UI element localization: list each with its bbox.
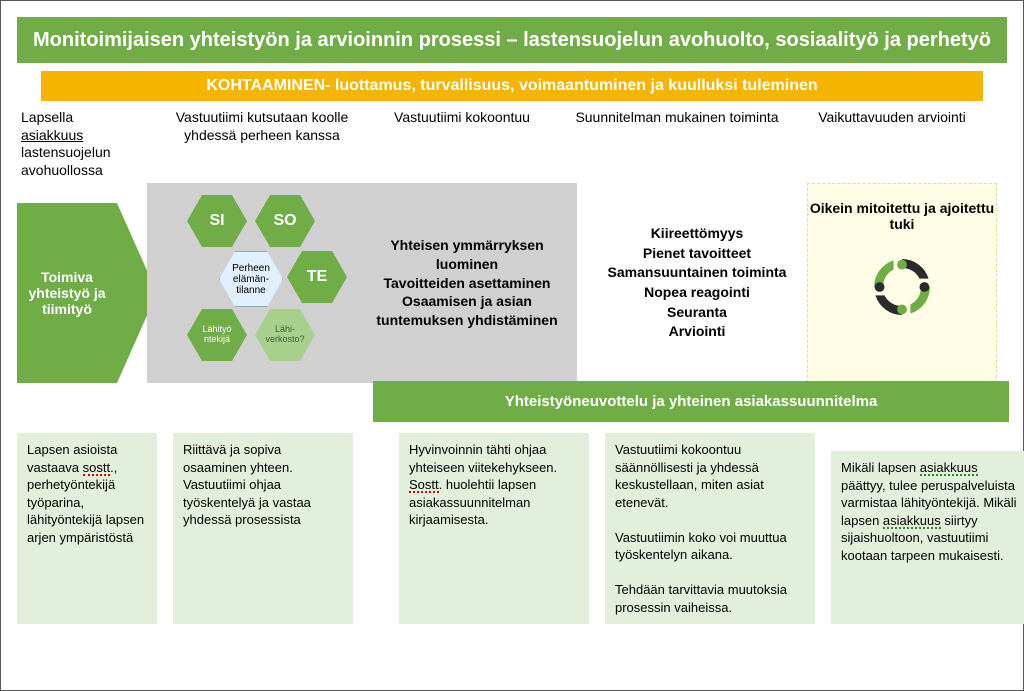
col1-line2: asiakkuus	[21, 127, 83, 143]
note-3: Hyvinvoinnin tähti ohjaa yhteiseen viite…	[399, 433, 589, 624]
col-head-2: Vastuutiimi kutsutaan koolle yhdessä per…	[162, 109, 362, 179]
cycle-icon	[867, 252, 937, 322]
arrow-box: Toimiva yhteistyö ja tiimityö	[17, 203, 147, 383]
plan-column: KiireettömyysPienet tavoitteetSamansuunt…	[587, 183, 807, 383]
col-head-3: Vastuutiimi kokoontuu	[362, 109, 562, 179]
hex-si: SI	[187, 195, 247, 247]
hex-lahiverkosto: Lähi-verkosto?	[255, 309, 315, 361]
hexagon-cluster: SI SO Perheen elämän-tilanne TE Lähityö …	[147, 183, 357, 383]
green-banner: Yhteistyöneuvottelu ja yhteinen asiakass…	[373, 381, 1009, 422]
hex-te: TE	[287, 251, 347, 303]
grey-panel: SI SO Perheen elämän-tilanne TE Lähityö …	[147, 183, 577, 383]
subtitle-bar: KOHTAAMINEN- luottamus, turvallisuus, vo…	[41, 71, 983, 101]
arrow-label: Toimiva yhteistyö ja tiimityö	[17, 203, 117, 383]
impact-column: Oikein mitoitettu ja ajoitettu tuki	[807, 183, 997, 383]
note-4: Vastuutiimi kokoontuu säännöllisesti ja …	[605, 433, 815, 624]
note-5: Mikäli lapsen asiakkuus päättyy, tulee p…	[831, 451, 1024, 624]
col-head-4: Suunnitelman mukainen toiminta	[562, 109, 792, 179]
title-bar: Monitoimijaisen yhteistyön ja arvioinnin…	[17, 17, 1007, 63]
hex-lahityontekija: Lähityö ntekijä	[187, 309, 247, 361]
col-head-1: Lapsella asiakkuus lastensuojelun avohuo…	[17, 109, 162, 179]
col1-line3: lastensuojelun avohuollossa	[21, 144, 111, 178]
col-head-5: Vaikuttavuuden arviointi	[792, 109, 992, 179]
impact-label: Oikein mitoitettu ja ajoitettu tuki	[808, 200, 996, 232]
hex-center: Perheen elämän-tilanne	[219, 251, 283, 307]
note-2: Riittävä ja sopiva osaaminen yhteen. Vas…	[173, 433, 353, 624]
mid-row: Toimiva yhteistyö ja tiimityö SI SO Perh…	[1, 183, 1023, 423]
column-headers: Lapsella asiakkuus lastensuojelun avohuo…	[1, 105, 1023, 183]
hex-so: SO	[255, 195, 315, 247]
notes-row: Lapsen asioista vastaava sostt., perhety…	[1, 423, 1023, 624]
note-1: Lapsen asioista vastaava sostt., perhety…	[17, 433, 157, 624]
col1-line1: Lapsella	[21, 109, 73, 125]
grey-panel-text: Yhteisen ymmärryksen luominenTavoitteide…	[357, 183, 577, 383]
